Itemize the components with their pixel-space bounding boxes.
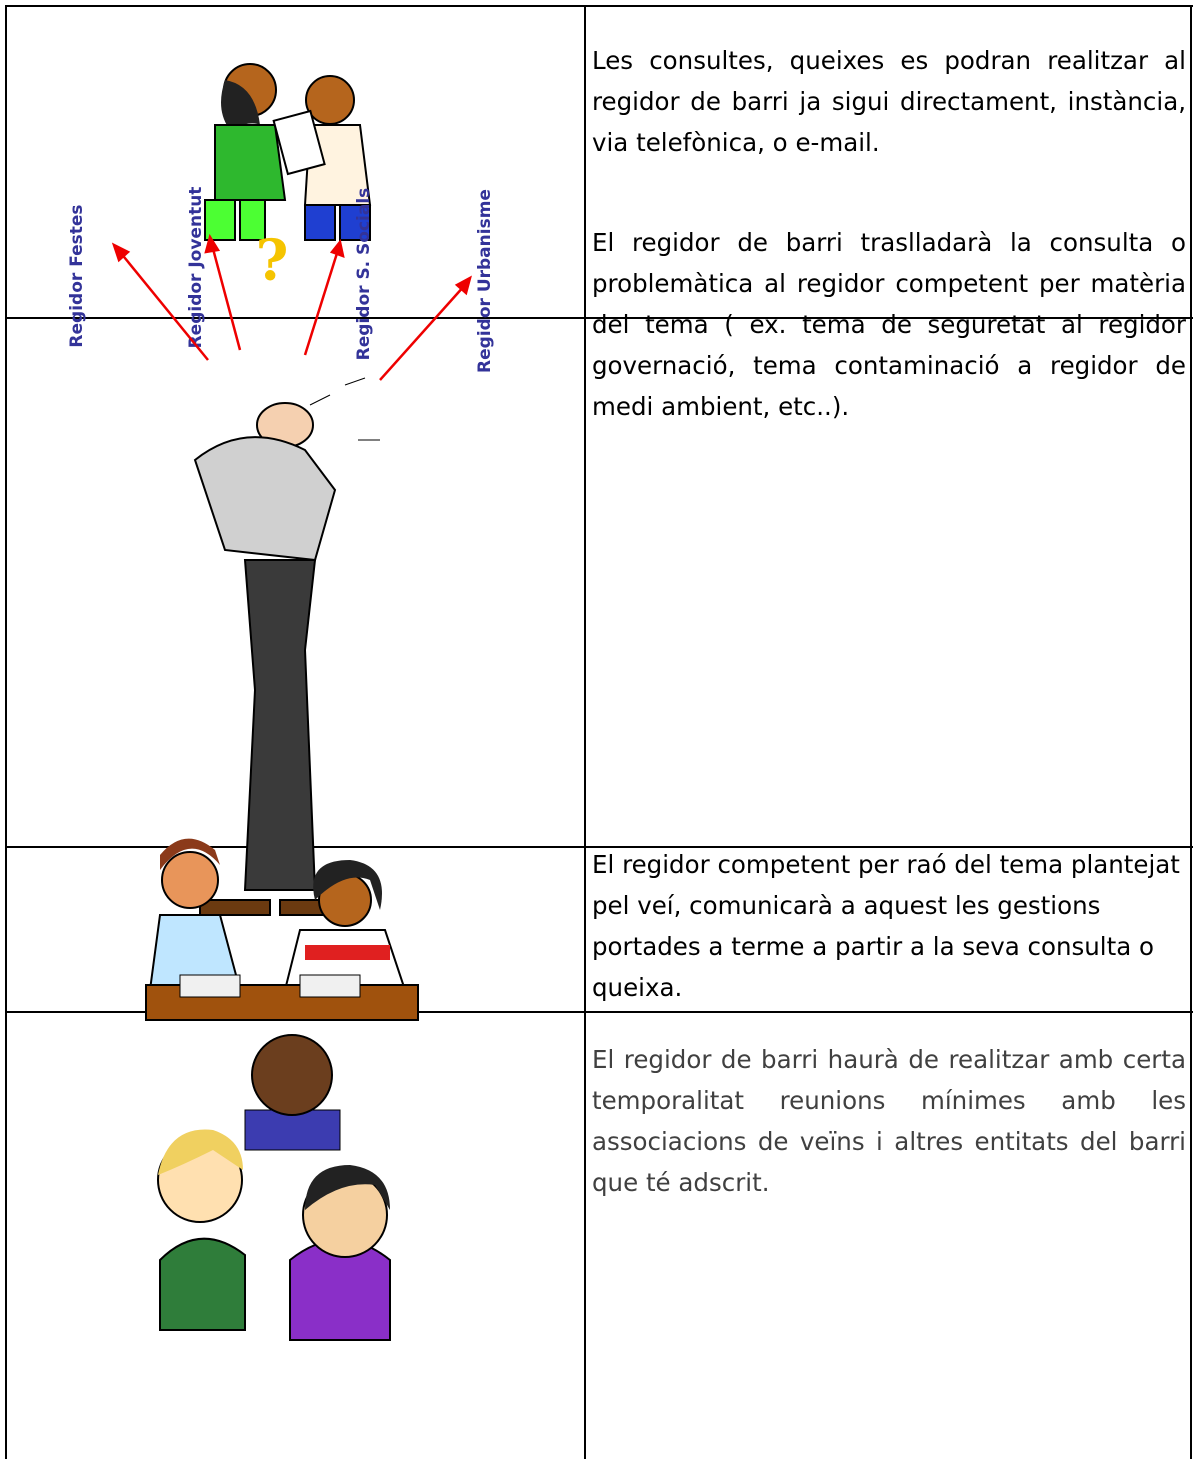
label-text: Regidor Urbanisme bbox=[475, 189, 495, 373]
confused-man bbox=[193, 377, 380, 916]
row-text: Les consultes, queixes es podran realitz… bbox=[592, 46, 1186, 157]
row-text: El regidor de barri haurà de realitzar a… bbox=[592, 1045, 1186, 1197]
border bbox=[5, 5, 7, 1459]
border bbox=[5, 846, 1193, 848]
border bbox=[5, 5, 1193, 7]
question-mark: ? bbox=[256, 228, 289, 294]
label-text: Regidor S. Socials bbox=[354, 188, 374, 361]
border bbox=[584, 5, 586, 1459]
row-text: El regidor competent per raó del tema pl… bbox=[592, 850, 1180, 1002]
group-people bbox=[157, 1034, 391, 1341]
arrows bbox=[111, 233, 472, 381]
row-text: El regidor de barri traslladarà la consu… bbox=[592, 228, 1186, 421]
label-text: Regidor Joventut bbox=[186, 187, 206, 349]
people-cv bbox=[204, 63, 372, 241]
border bbox=[1190, 5, 1192, 1459]
people-desk bbox=[145, 838, 419, 1021]
label-boxes: Regidor Festes Regidor Joventut Regidor S.… bbox=[67, 187, 495, 373]
border bbox=[5, 1011, 1193, 1013]
border bbox=[5, 317, 1193, 319]
label-text: Regidor Festes bbox=[67, 204, 87, 347]
